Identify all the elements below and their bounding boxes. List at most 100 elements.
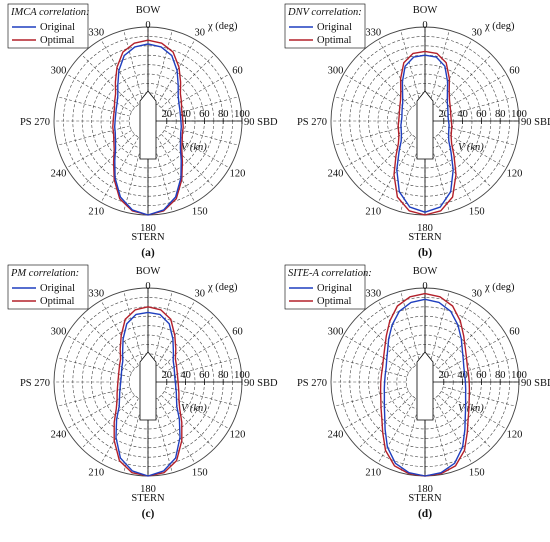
vessel-icon	[140, 91, 156, 159]
legend-label-optimal: Optimal	[40, 35, 74, 46]
panel-caption: (d)	[418, 508, 432, 520]
polar-panel-a: 20 40 60 80 100 V (kn) 0 30 60 120 150 180 210 240 300…	[8, 4, 278, 259]
panel-title: SITE-A correlation:	[288, 268, 372, 279]
angle-label: 210	[88, 207, 104, 218]
vessel-icon	[140, 352, 156, 420]
bow-label: BOW	[413, 266, 438, 277]
bow-label: BOW	[136, 5, 161, 16]
radial-tick-label: 20	[162, 109, 173, 120]
angle-label: 0	[422, 281, 427, 292]
vessel-icon	[417, 91, 433, 159]
angle-label: 0	[145, 281, 150, 292]
polar-panel-c: 20 40 60 80 100 V (kn) 0 30 60 120 150 180 210 240 300…	[8, 265, 278, 520]
radial-tick-label: 80	[218, 109, 229, 120]
grid-spoke	[434, 40, 472, 105]
angle-label: 0	[145, 20, 150, 31]
radial-tick-label: 20	[162, 370, 173, 381]
radial-tick-label: 20	[439, 370, 450, 381]
angle-label: 150	[469, 207, 485, 218]
radial-tick-label: 60	[199, 109, 210, 120]
angle-label: 120	[230, 430, 246, 441]
speed-axis-label: V (kn)	[181, 403, 207, 414]
polar-panel-b: 20 40 60 80 100 V (kn) 0 30 60 120 150 180 210 240 300…	[285, 4, 550, 259]
angle-label: 240	[51, 430, 67, 441]
grid-spoke	[124, 30, 143, 103]
angle-label: 210	[365, 468, 381, 479]
angle-label: 60	[232, 65, 243, 76]
starboard-label: 90 SBD	[244, 378, 278, 389]
panel-caption: (c)	[142, 508, 155, 520]
chi-axis-label: χ (deg)	[484, 21, 515, 32]
angle-label: 210	[365, 207, 381, 218]
grid-spoke	[82, 134, 135, 187]
grid-spoke	[441, 74, 506, 112]
angle-label: 120	[507, 430, 523, 441]
angle-label: 120	[507, 169, 523, 180]
bow-label: BOW	[136, 266, 161, 277]
radial-tick-label: 60	[199, 370, 210, 381]
portside-label: PS 270	[20, 117, 50, 128]
bow-label: BOW	[413, 5, 438, 16]
starboard-label: 90 SBD	[244, 117, 278, 128]
grid-spoke	[344, 335, 409, 373]
legend-label-original: Original	[317, 22, 352, 33]
panel-caption: (b)	[418, 247, 432, 259]
angle-label: 300	[328, 65, 344, 76]
starboard-label: 90 SBD	[521, 378, 550, 389]
angle-label: 300	[51, 326, 67, 337]
radial-tick-label: 60	[476, 370, 487, 381]
angle-label: 150	[192, 207, 208, 218]
radial-tick-label: 80	[495, 370, 506, 381]
portside-label: PS 270	[20, 378, 50, 389]
grid-spoke	[57, 126, 130, 145]
speed-axis-label: V (kn)	[458, 142, 484, 153]
radial-tick-label: 40	[180, 370, 191, 381]
speed-axis-label: V (kn)	[458, 403, 484, 414]
angle-label: 30	[471, 27, 482, 38]
grid-spoke	[57, 97, 130, 116]
chi-axis-label: χ (deg)	[484, 282, 515, 293]
radial-tick-label: 80	[495, 109, 506, 120]
starboard-label: 90 SBD	[521, 117, 550, 128]
panel-title: DNV correlation:	[287, 7, 362, 18]
angle-label: 300	[51, 65, 67, 76]
grid-spoke	[164, 74, 229, 112]
grid-spoke	[67, 391, 132, 429]
grid-spoke	[161, 55, 214, 108]
angle-label: 60	[509, 326, 520, 337]
grid-spoke	[359, 134, 412, 187]
grid-spoke	[344, 391, 409, 429]
grid-spoke	[378, 398, 416, 463]
radial-tick-label: 60	[476, 109, 487, 120]
grid-spoke	[334, 358, 407, 377]
angle-label: 210	[88, 468, 104, 479]
grid-spoke	[441, 335, 506, 373]
angle-label: 330	[88, 27, 104, 38]
portside-label: PS 270	[297, 117, 327, 128]
radial-tick-label: 80	[218, 370, 229, 381]
angle-label: 150	[192, 468, 208, 479]
grid-spoke	[153, 30, 172, 103]
grid-spoke	[82, 395, 135, 448]
grid-spoke	[334, 387, 407, 406]
angle-label: 60	[509, 65, 520, 76]
panel-title: PM correlation:	[10, 268, 79, 279]
angle-label: 120	[230, 169, 246, 180]
grid-spoke	[67, 74, 132, 112]
panel-title: IMCA correlation:	[10, 7, 89, 18]
legend-label-original: Original	[40, 22, 75, 33]
angle-label: 240	[328, 430, 344, 441]
angle-label: 330	[365, 288, 381, 299]
grid-spoke	[67, 130, 132, 168]
legend-label-original: Original	[40, 283, 75, 294]
grid-spoke	[153, 291, 172, 364]
angle-label: 240	[51, 169, 67, 180]
stern-label: STERN	[131, 232, 165, 243]
legend-label-optimal: Optimal	[317, 296, 351, 307]
legend-label-optimal: Optimal	[317, 35, 351, 46]
grid-spoke	[334, 97, 407, 116]
angle-label: 300	[328, 326, 344, 337]
grid-spoke	[344, 74, 409, 112]
